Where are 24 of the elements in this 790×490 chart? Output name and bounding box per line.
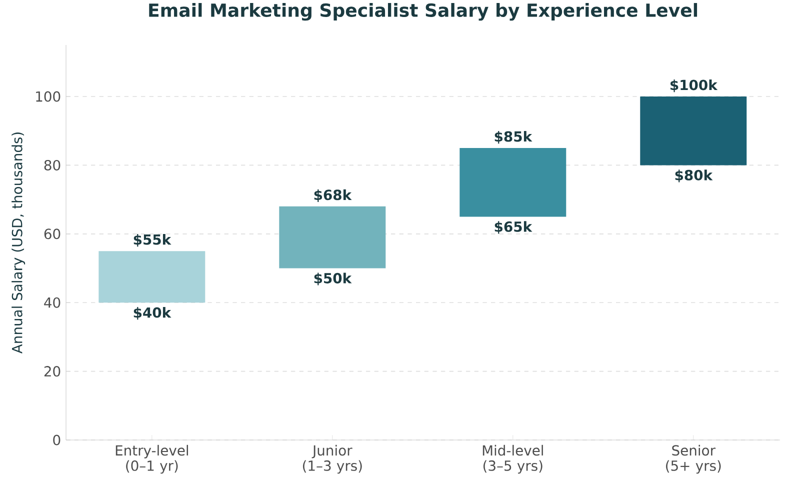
y-axis-title: Annual Salary (USD, thousands): [12, 132, 26, 354]
y-tick-label: 20: [44, 366, 60, 377]
y-tick-label: 60: [44, 228, 60, 240]
y-tick-label: 40: [44, 297, 60, 308]
bar: [98, 251, 206, 303]
annotation: $55k: [134, 234, 172, 247]
x-tick-label: Junior (1–3 yrs): [302, 444, 362, 474]
x-tick-label: Entry-level (0–1 yr): [116, 444, 188, 474]
annotation: $40k: [134, 307, 172, 320]
annotation: $65k: [494, 221, 532, 234]
x-tick-label: Senior (5+ yrs): [666, 444, 721, 474]
bar: [460, 148, 566, 217]
annotation: $68k: [314, 189, 352, 202]
y-tick-label: 0: [53, 434, 60, 446]
annotation: $80k: [675, 170, 713, 182]
annotation: $85k: [494, 130, 532, 144]
y-tick-label: 100: [36, 91, 60, 102]
x-tick-label: Mid-level (3–5 yrs): [482, 444, 543, 474]
bar: [640, 96, 747, 166]
chart-title: Email Marketing Specialist Salary by Experience Level: [149, 3, 698, 21]
y-tick-label: 80: [44, 160, 60, 170]
annotation: $100k: [670, 79, 718, 92]
annotation: $50k: [314, 272, 352, 286]
bar: [279, 206, 386, 268]
